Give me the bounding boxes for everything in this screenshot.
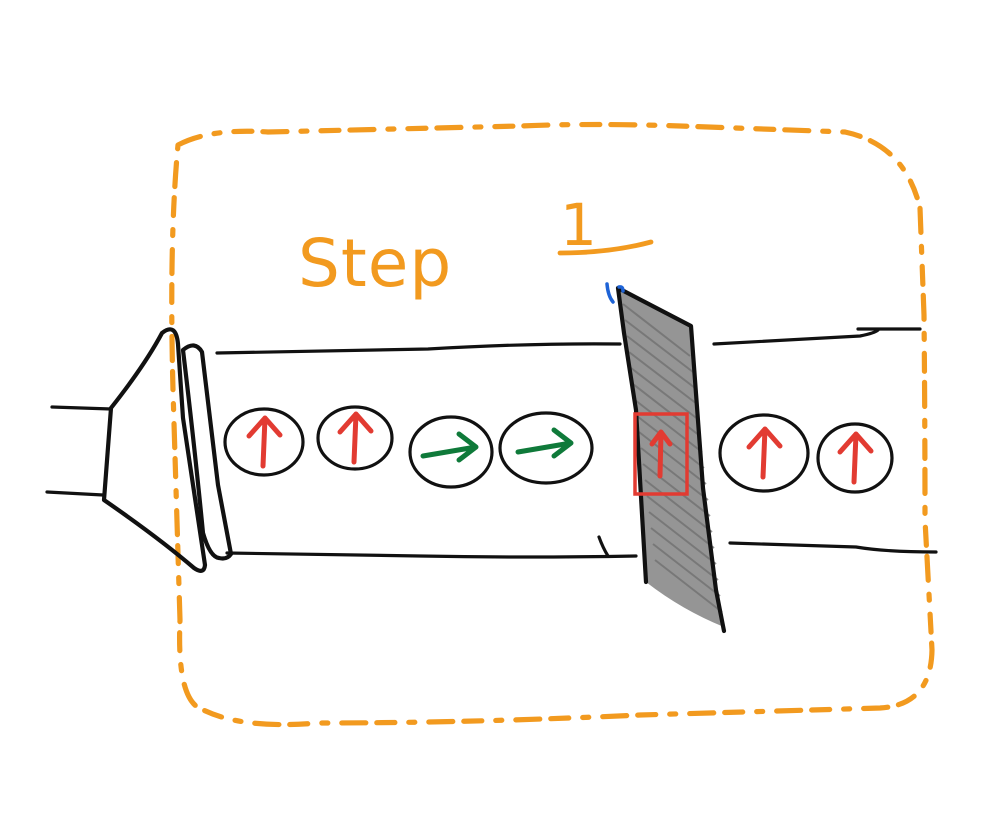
pipe-right-bottom: [728, 541, 938, 554]
flow-item-7: [816, 422, 894, 494]
flow-item-6: [718, 413, 810, 493]
pipe-right-top: [712, 328, 880, 346]
pipe-bottom: [225, 551, 638, 559]
flow-items: [223, 405, 894, 496]
right-arrow-icon: [515, 427, 574, 459]
flow-item-2: [316, 405, 394, 471]
input-bottom-line: [45, 490, 105, 497]
up-arrow-icon: [649, 429, 673, 479]
up-arrow-icon: [837, 431, 874, 485]
right-arrow-icon: [420, 431, 479, 463]
funnel-icon: [101, 327, 208, 573]
blue-mark-icon: [605, 282, 625, 304]
gate-outline: [615, 285, 727, 634]
flow-item-1: [223, 407, 305, 477]
funnel-rim: [180, 343, 234, 561]
flow-item-4: [498, 411, 594, 485]
pipe-top: [215, 342, 622, 355]
title-underline: [557, 239, 654, 256]
gate-hatch: [622, 303, 723, 613]
input-top-line: [50, 405, 113, 411]
flow-item-5: [633, 412, 689, 496]
flow-item-3: [408, 415, 494, 489]
up-arrow-icon: [246, 415, 283, 469]
dashed-frame-icon: [169, 121, 935, 728]
highlighted-item-box: [633, 412, 689, 496]
diagram-title-number: 1: [560, 191, 597, 259]
up-arrow-icon: [337, 411, 374, 465]
up-arrow-icon: [746, 426, 783, 480]
pipe-bottom-tick: [597, 535, 610, 558]
diagram-title-text: Step: [298, 225, 452, 302]
